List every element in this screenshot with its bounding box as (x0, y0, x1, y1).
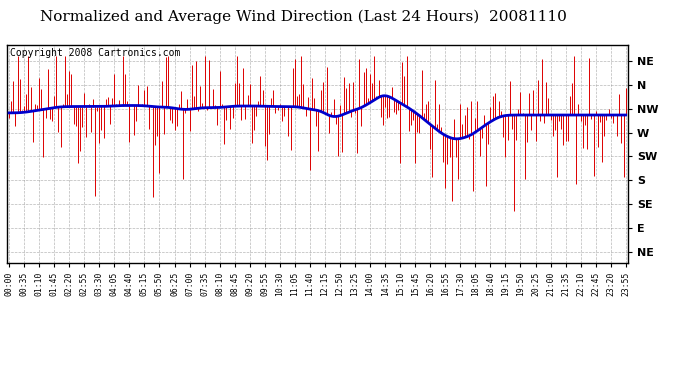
Text: Normalized and Average Wind Direction (Last 24 Hours)  20081110: Normalized and Average Wind Direction (L… (40, 9, 567, 24)
Text: Copyright 2008 Cartronics.com: Copyright 2008 Cartronics.com (10, 48, 180, 58)
